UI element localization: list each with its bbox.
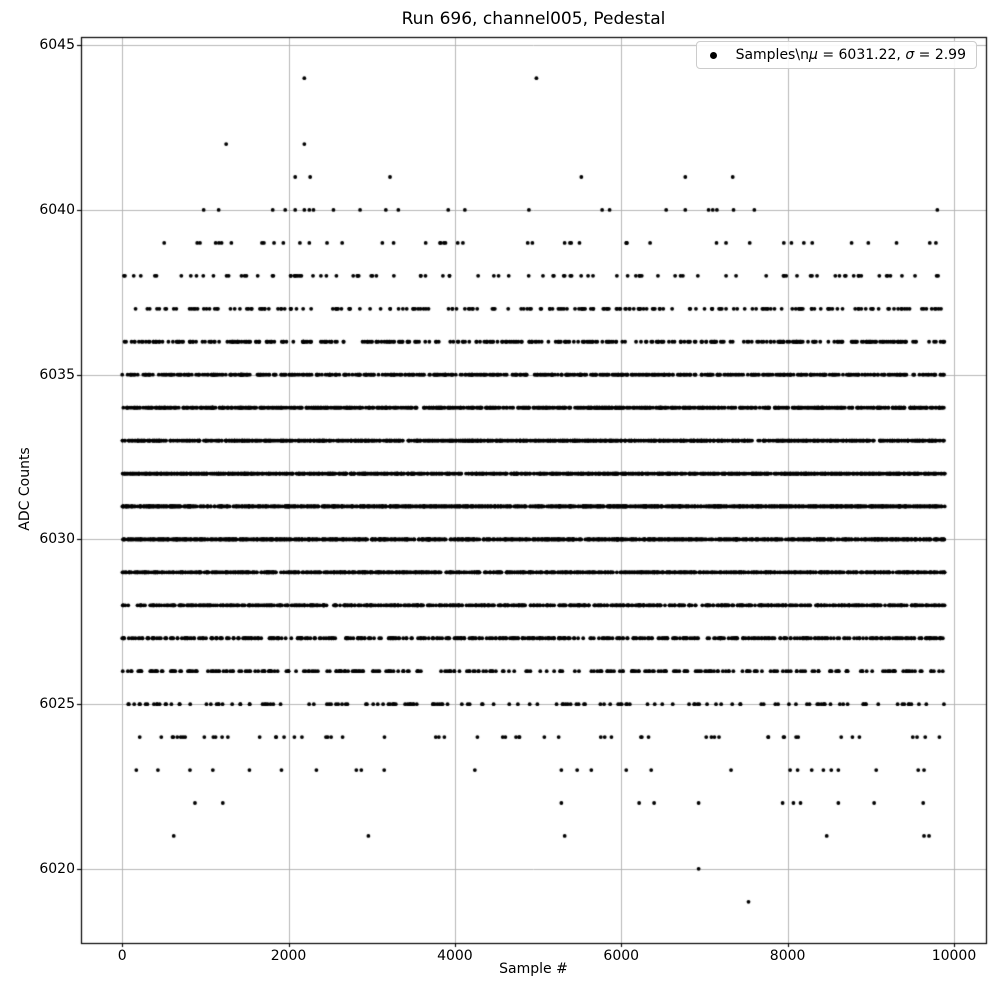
legend-marker-dot [709,51,717,59]
chart-title: Run 696, channel005, Pedestal [401,9,666,29]
legend-text-segment: = 2.99 [914,47,966,63]
y-axis-label: ADC Counts [17,447,33,531]
legend: Samples\nμ = 6031.22, σ = 2.99 [695,41,977,69]
y-tick-label: 6040 [39,201,75,218]
x-tick-label: 8000 [769,948,806,964]
legend-text-segment: = 6031.22, [817,47,906,63]
legend-text-segment: Samples\n [735,47,809,63]
x-tick-label: 2000 [270,948,307,964]
x-tick-label: 4000 [437,948,473,964]
y-tick-label: 6020 [39,860,75,877]
y-tick-label: 6030 [39,531,75,548]
legend-math-symbol: σ [905,47,915,63]
x-axis-label: Sample # [499,961,568,977]
legend-math-symbol: μ [808,47,818,63]
y-tick-label: 6035 [39,366,75,383]
x-tick-label: 10000 [931,948,977,964]
y-tick-label: 6025 [39,696,75,713]
x-tick-label: 6000 [603,948,640,964]
legend-label: Samples\nμ = 6031.22, σ = 2.99 [736,47,966,63]
y-tick-label: 6045 [39,37,75,54]
x-tick-label: 0 [117,948,127,964]
